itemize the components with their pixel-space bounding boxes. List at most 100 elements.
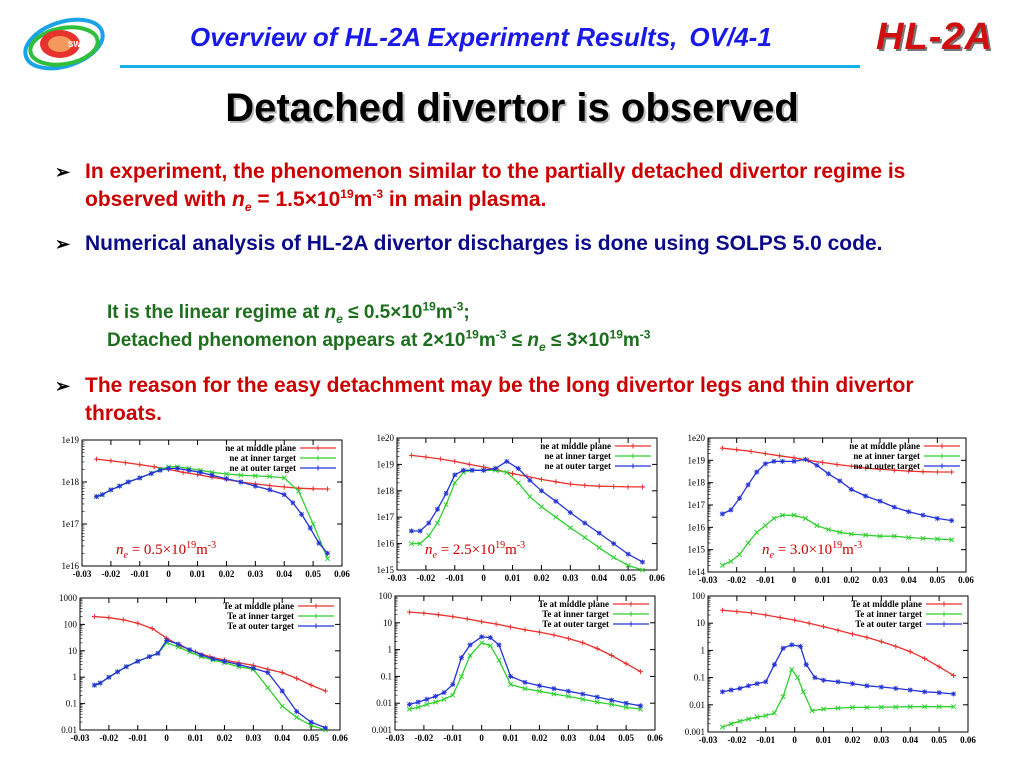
y-tick-label: 1000 bbox=[59, 593, 78, 603]
data-point bbox=[281, 484, 287, 490]
data-point bbox=[791, 458, 797, 464]
data-point bbox=[780, 645, 786, 651]
x-tick-label: 0.04 bbox=[589, 733, 605, 743]
data-point bbox=[504, 469, 510, 475]
data-point bbox=[797, 643, 803, 649]
bullet-1: ➢ In experiment, the phenomenon similar … bbox=[55, 158, 975, 216]
data-point bbox=[891, 504, 897, 510]
data-point bbox=[878, 639, 884, 645]
data-point bbox=[625, 551, 631, 557]
data-point bbox=[522, 627, 528, 633]
data-point bbox=[424, 701, 430, 707]
data-point bbox=[553, 514, 559, 520]
header-code: OV/4-1 bbox=[689, 22, 772, 52]
data-point bbox=[415, 704, 421, 710]
data-point bbox=[452, 472, 458, 478]
data-point bbox=[745, 716, 751, 722]
x-tick-label: -0.02 bbox=[100, 733, 119, 743]
density-annotation: ne = 3.0×1019m-3 bbox=[762, 540, 862, 561]
data-point bbox=[863, 465, 869, 471]
data-point bbox=[640, 559, 646, 565]
data-point bbox=[97, 680, 103, 686]
x-tick-label: 0.06 bbox=[334, 569, 350, 579]
data-point bbox=[754, 681, 760, 687]
data-point bbox=[186, 467, 192, 473]
data-point bbox=[609, 697, 615, 703]
data-point bbox=[265, 685, 271, 691]
data-point bbox=[93, 456, 99, 462]
data-point bbox=[452, 480, 458, 486]
brand-logo: HL-2A bbox=[876, 16, 993, 58]
data-point bbox=[582, 520, 588, 526]
data-point bbox=[458, 673, 464, 679]
data-point bbox=[148, 470, 154, 476]
data-point bbox=[936, 704, 942, 710]
y-tick-label: 1e19 bbox=[688, 455, 706, 465]
legend-label: Te at inner target bbox=[227, 611, 294, 621]
data-point bbox=[754, 469, 760, 475]
data-point bbox=[197, 469, 203, 475]
data-point bbox=[565, 688, 571, 694]
x-tick-label: 0.02 bbox=[843, 575, 859, 585]
legend-label: ne at outer target bbox=[853, 461, 920, 471]
data-point bbox=[825, 471, 831, 477]
data-point bbox=[299, 511, 305, 517]
y-tick-label: 100 bbox=[379, 591, 393, 601]
data-point bbox=[108, 487, 114, 493]
data-point bbox=[267, 473, 273, 480]
data-point bbox=[434, 520, 440, 526]
x-tick-label: -0.02 bbox=[102, 569, 121, 579]
data-point bbox=[538, 504, 544, 510]
data-point bbox=[737, 718, 743, 724]
data-point bbox=[417, 528, 423, 534]
data-point bbox=[421, 610, 427, 616]
data-point bbox=[922, 704, 928, 710]
legend-marker bbox=[939, 443, 945, 449]
data-point bbox=[835, 705, 841, 711]
data-point bbox=[510, 471, 516, 477]
data-point bbox=[611, 554, 617, 560]
data-point bbox=[934, 469, 940, 475]
data-point bbox=[464, 616, 470, 622]
data-point bbox=[308, 682, 314, 688]
x-tick-label: 0.03 bbox=[873, 735, 889, 745]
data-point bbox=[553, 498, 559, 504]
data-point bbox=[294, 709, 300, 715]
x-tick-label: 0 bbox=[166, 569, 171, 579]
y-tick-label: 1 bbox=[388, 645, 393, 655]
data-point bbox=[536, 629, 542, 635]
data-point bbox=[479, 634, 485, 640]
y-tick-label: 0.1 bbox=[66, 699, 77, 709]
y-tick-label: 1e16 bbox=[62, 561, 80, 571]
y-tick-label: 10 bbox=[696, 618, 706, 628]
data-point bbox=[907, 687, 913, 693]
data-point bbox=[538, 488, 544, 494]
y-tick-label: 100 bbox=[64, 619, 78, 629]
data-point bbox=[91, 613, 97, 619]
data-point bbox=[432, 699, 438, 705]
data-point bbox=[745, 540, 751, 546]
data-point bbox=[265, 670, 271, 676]
data-point bbox=[443, 490, 449, 496]
data-point bbox=[814, 523, 820, 529]
y-tick-label: 0.1 bbox=[694, 673, 705, 683]
data-point bbox=[936, 690, 942, 696]
data-point bbox=[834, 462, 840, 468]
data-point bbox=[117, 483, 123, 489]
x-tick-label: -0.02 bbox=[728, 735, 747, 745]
data-point bbox=[771, 662, 777, 668]
data-point bbox=[504, 458, 510, 464]
data-point bbox=[762, 451, 768, 457]
data-point bbox=[837, 529, 843, 535]
data-point bbox=[745, 482, 751, 488]
data-point bbox=[814, 462, 820, 468]
x-tick-label: 0.04 bbox=[274, 733, 290, 743]
data-point bbox=[166, 465, 172, 471]
data-point bbox=[108, 458, 114, 464]
data-point bbox=[594, 645, 600, 651]
data-point bbox=[762, 461, 768, 467]
data-point bbox=[450, 614, 456, 620]
chart-ne-2p5: 1e15 1e16 1e17 1e18 1e19 1e20 -0.03 -0.02 -0.01 0… bbox=[377, 433, 666, 583]
y-tick-label: 1e20 bbox=[377, 433, 395, 443]
legend-marker bbox=[939, 453, 945, 459]
